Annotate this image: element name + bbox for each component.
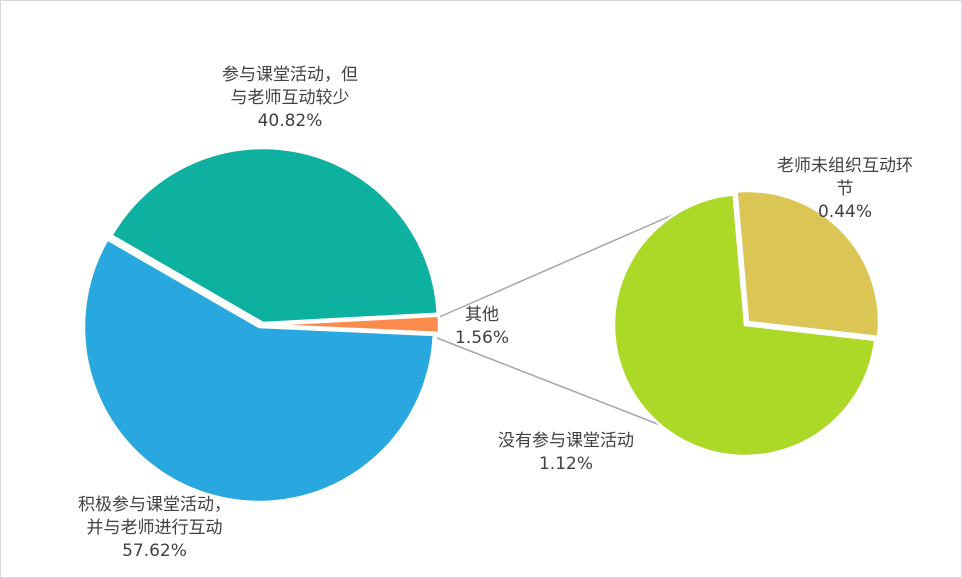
connector-line-top <box>436 202 701 319</box>
label-line: 其他 <box>465 305 499 325</box>
label-value: 40.82% <box>257 111 323 131</box>
label-line: 积极参与课堂活动， <box>78 495 231 515</box>
label-line: 并与老师进行互动 <box>86 518 223 538</box>
label-teal-slice: 参与课堂活动，但 与老师互动较少 40.82% <box>222 64 358 133</box>
pie-slice-main-1 <box>263 314 441 335</box>
label-line: 节 <box>836 179 854 199</box>
label-value: 1.56% <box>455 328 510 348</box>
label-other-slice: 其他 1.56% <box>455 304 509 350</box>
label-green-slice: 没有参与课堂活动 1.12% <box>498 430 634 476</box>
label-value: 57.62% <box>122 541 187 561</box>
label-value: 1.12% <box>538 454 593 474</box>
label-line: 与老师互动较少 <box>230 88 350 108</box>
pie-slice-secondary-1 <box>612 193 877 458</box>
label-yellow-slice: 老师未组织互动环 节 0.44% <box>777 155 913 224</box>
pie-slice-main-2 <box>82 237 436 504</box>
label-line: 参与课堂活动，但 <box>222 65 358 85</box>
pie-slice-main-0 <box>109 146 440 325</box>
label-value: 0.44% <box>817 202 872 222</box>
label-line: 老师未组织互动环 <box>777 156 913 176</box>
label-line: 没有参与课堂活动 <box>498 431 634 451</box>
label-blue-slice: 积极参与课堂活动， 并与老师进行互动 57.62% <box>78 494 231 563</box>
connector-line-bottom <box>436 337 674 431</box>
pie-slice-secondary-0 <box>735 189 881 339</box>
